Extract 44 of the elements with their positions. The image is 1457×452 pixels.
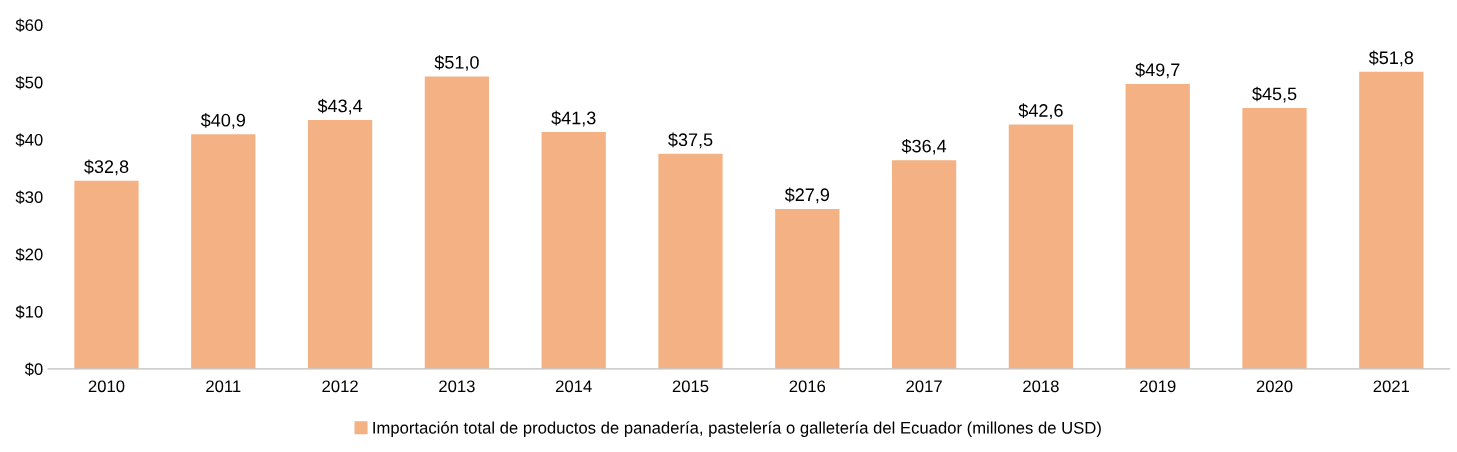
data-label: $27,9 (784, 187, 830, 204)
x-tick-label: 2016 (789, 380, 826, 393)
x-tick-label: 2012 (322, 380, 358, 393)
x-tick-label: 2010 (88, 380, 125, 393)
x-tick-label: 2021 (1373, 380, 1410, 393)
bar (1242, 107, 1307, 369)
bar (541, 132, 606, 369)
bar (658, 153, 723, 369)
data-label: $45,5 (1252, 86, 1297, 103)
bar (1008, 124, 1074, 369)
bar (307, 120, 373, 369)
x-tick-label: 2017 (906, 380, 942, 393)
y-tick-label: $20 (15, 247, 43, 262)
data-label: $37,5 (668, 132, 713, 149)
bar (775, 208, 840, 369)
data-label: $36,4 (901, 138, 947, 155)
y-tick-label: $60 (15, 18, 43, 33)
bar (74, 180, 139, 369)
data-label: $51,8 (1368, 50, 1414, 67)
bar (191, 134, 256, 369)
x-tick-label: 2015 (672, 380, 709, 393)
x-tick-label: 2019 (1140, 380, 1176, 393)
y-tick-label: $0 (24, 362, 43, 377)
data-label: $51,0 (434, 55, 479, 71)
data-label: $32,8 (84, 159, 129, 176)
bar (1359, 71, 1424, 369)
data-label: $41,3 (551, 110, 596, 127)
data-label: $43,4 (317, 98, 363, 115)
data-label: $49,7 (1135, 62, 1180, 79)
x-tick-label: 2011 (206, 380, 241, 393)
y-tick-label: $50 (15, 75, 43, 90)
x-tick-label: 2020 (1256, 380, 1293, 393)
data-label: $42,6 (1018, 103, 1063, 120)
data-label: $40,9 (200, 113, 246, 129)
x-tick-label: 2014 (556, 380, 592, 393)
bar (891, 160, 957, 369)
legend-label: Importación total de productos de panadería, pastelería o galletería del Ecuador (millones de USD) (373, 421, 1101, 437)
bar (424, 76, 490, 369)
bar (1125, 83, 1190, 369)
y-tick-label: $10 (15, 305, 43, 319)
x-tick-label: 2018 (1023, 380, 1059, 393)
x-tick-label: 2013 (439, 380, 475, 393)
y-tick-label: $40 (15, 133, 43, 147)
y-tick-label: $30 (15, 190, 43, 205)
